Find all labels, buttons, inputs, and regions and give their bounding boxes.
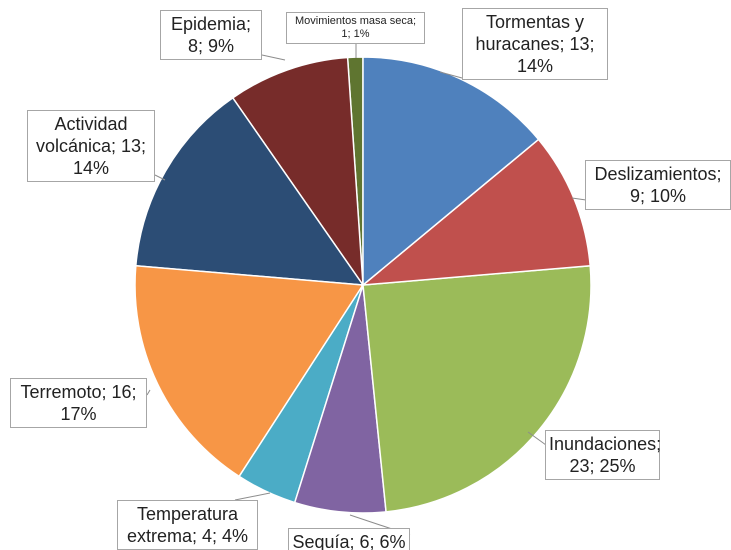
pie-slice xyxy=(362,264,592,513)
pie-slice xyxy=(135,96,365,286)
data-label: Movimientos masa seca; 1; 1% xyxy=(286,12,425,44)
pie-slice xyxy=(231,56,364,288)
data-label: Sequía; 6; 6% xyxy=(288,528,410,550)
leader-line xyxy=(154,174,166,181)
pie-slice xyxy=(362,56,540,287)
data-label: Terremoto; 16; 17% xyxy=(10,378,147,428)
leader-line xyxy=(571,197,587,201)
data-label: Deslizamientos; 9; 10% xyxy=(585,160,731,210)
data-label: Inundaciones; 23; 25% xyxy=(545,430,661,480)
leader-line xyxy=(439,71,463,79)
data-label: Actividad volcánica; 13; 14% xyxy=(27,110,155,182)
leader-line xyxy=(146,389,151,396)
leader-line xyxy=(234,492,271,501)
pie-slice xyxy=(134,264,365,478)
leader-line xyxy=(261,54,286,61)
data-label: Temperatura extrema; 4; 4% xyxy=(117,500,258,550)
data-label: Tormentas y huracanes; 13; 14% xyxy=(462,8,608,80)
leader-line xyxy=(527,431,547,446)
data-label: Epidemia; 8; 9% xyxy=(160,10,262,60)
